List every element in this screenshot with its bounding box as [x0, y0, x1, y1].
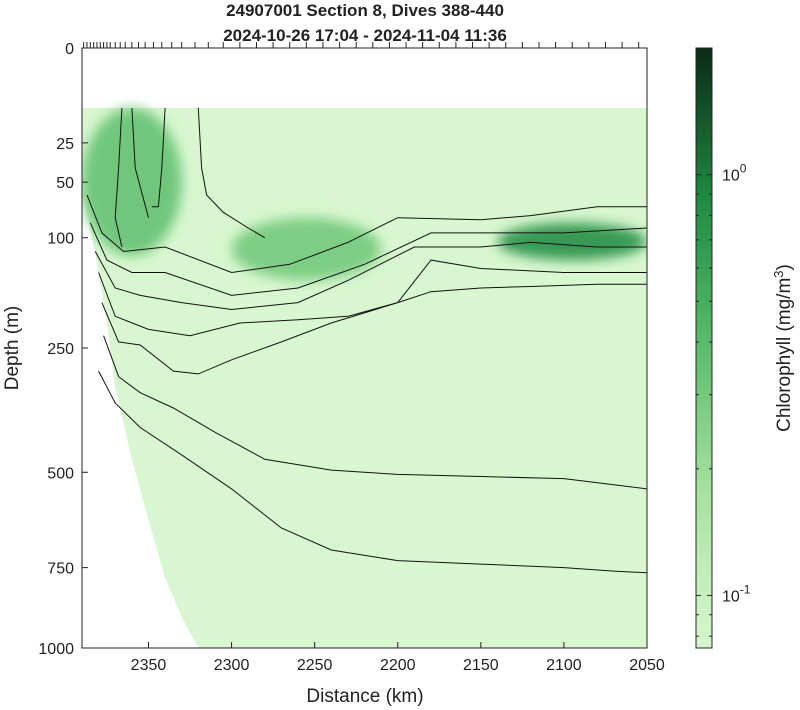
contour-line [98, 259, 647, 337]
y-tick-label: 0 [65, 41, 74, 58]
contour-line [103, 335, 647, 490]
colorbar-tick-base: 10 [722, 588, 740, 605]
colorbar [695, 47, 713, 649]
contour-line [131, 107, 149, 218]
x-tick-label: 2100 [546, 657, 582, 674]
y-axis-label: Depth (m) [2, 306, 23, 390]
colorbar-tick-exponent: 0 [740, 162, 747, 176]
colorbar-label-text: Chlorophyll (mg/m [774, 278, 795, 432]
colorbar-label: Chlorophyll (mg/m3) [771, 264, 795, 432]
colorbar-tick-exponent: -1 [740, 582, 751, 596]
chl-feature [82, 108, 182, 256]
y-tick-label: 500 [47, 465, 74, 482]
y-tick-label: 50 [56, 175, 74, 192]
contour-line [197, 107, 266, 239]
dive-marks [83, 42, 640, 48]
contour-line [89, 222, 647, 296]
x-tick-label: 2150 [463, 657, 499, 674]
chart-title-line1: 24907001 Section 8, Dives 388-440 [226, 1, 504, 20]
y-tick-label: 1000 [38, 641, 74, 658]
colorbar-tick-label: 100 [722, 162, 747, 185]
colorbar-tick-label: 10-1 [722, 582, 751, 605]
x-tick-label: 2200 [380, 657, 416, 674]
y-tick-label: 100 [47, 231, 74, 248]
contour-line [114, 107, 123, 248]
y-axis-ticks: 0 25 50 100 250 500 750 1000 [38, 41, 88, 658]
contour-line [86, 194, 647, 274]
contour-line [98, 370, 647, 574]
contour-line [94, 241, 647, 311]
x-axis-label: Distance (km) [306, 686, 423, 707]
y-tick-label: 750 [47, 561, 74, 578]
contour-lines [86, 107, 647, 574]
y-tick-label: 250 [47, 341, 74, 358]
x-tick-label: 2250 [297, 657, 333, 674]
x-tick-label: 2300 [214, 657, 250, 674]
y-tick-label: 25 [56, 136, 74, 153]
x-tick-label: 2050 [629, 657, 665, 674]
x-tick-label: 2350 [131, 657, 167, 674]
x-axis-ticks: 2350 2300 2250 2200 2150 2100 2050 [131, 642, 665, 674]
chart-title-line2: 2024-10-26 17:04 - 2024-11-04 11:36 [223, 26, 507, 45]
contour-line [101, 283, 647, 375]
colorbar-tick-base: 10 [722, 168, 740, 185]
contour-line [151, 107, 166, 208]
colorbar-label-sup: 3 [771, 270, 786, 277]
chl-feature [497, 222, 647, 261]
plot-content [82, 107, 647, 648]
chl-feature [231, 217, 382, 281]
chlorophyll-features [82, 108, 647, 281]
colorbar-label-close: ) [774, 264, 795, 270]
